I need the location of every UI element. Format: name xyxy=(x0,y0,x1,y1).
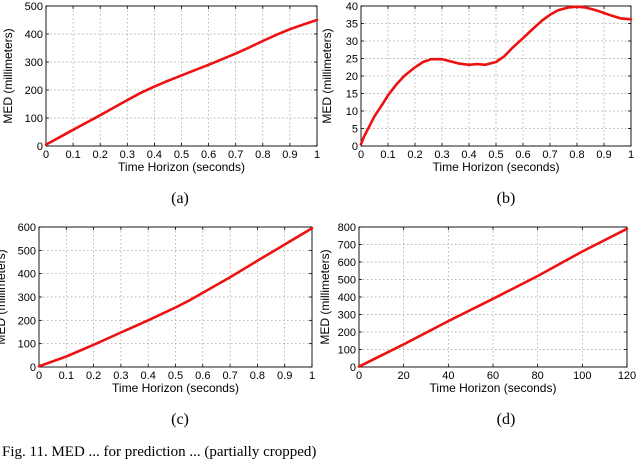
series-line xyxy=(359,5,633,146)
y-tick-label: 300 xyxy=(338,310,356,322)
x-tick-label: 1 xyxy=(628,149,634,161)
x-tick-label: 120 xyxy=(618,370,636,382)
x-tick-label: 0.7 xyxy=(542,149,557,161)
y-tick-label: 0 xyxy=(352,141,358,153)
x-tick-label: 0.9 xyxy=(282,149,297,161)
y-tick-label: 0 xyxy=(30,362,36,374)
x-tick-label: 0.8 xyxy=(250,370,265,382)
x-axis-label: Time Horizon (seconds) xyxy=(433,160,560,174)
y-tick-label: 200 xyxy=(25,85,43,97)
x-tick-label: 1 xyxy=(309,370,315,382)
y-tick-label: 25 xyxy=(346,54,358,66)
panel-caption: (c) xyxy=(171,411,189,428)
y-tick-label: 500 xyxy=(18,245,36,257)
y-tick-label: 500 xyxy=(25,1,43,13)
y-tick-label: 100 xyxy=(25,113,43,125)
x-tick-label: 0 xyxy=(356,370,362,382)
x-tick-label: 0.9 xyxy=(596,149,611,161)
x-tick-label: 0.2 xyxy=(407,149,422,161)
y-tick-label: 5 xyxy=(352,124,358,136)
y-tick-label: 500 xyxy=(338,275,356,287)
y-tick-label: 200 xyxy=(18,315,36,327)
x-tick-label: 0.1 xyxy=(380,149,395,161)
y-tick-label: 600 xyxy=(18,222,36,234)
x-tick-label: 0.5 xyxy=(168,370,183,382)
x-tick-label: 0.8 xyxy=(569,149,584,161)
panel-caption: (d) xyxy=(497,411,516,428)
chart-panel-a: 0 0.1 0.2 0.3 0.4 0.5 0.6 0.7 0.8 0.9 1 0 100 200 300 4… xyxy=(1,1,320,207)
x-tick-label: 0.2 xyxy=(86,370,101,382)
y-axis-label: MED (millimeters) xyxy=(0,249,8,344)
x-tick-label: 40 xyxy=(442,370,454,382)
y-tick-label: 0 xyxy=(37,141,43,153)
x-axis-label: Time Horizon (seconds) xyxy=(430,381,557,395)
y-tick-label: 300 xyxy=(25,57,43,69)
x-axis-label: Time Horizon (seconds) xyxy=(112,381,239,395)
x-tick-label: 0.7 xyxy=(222,370,237,382)
panel-caption: (a) xyxy=(171,190,189,207)
y-tick-label: 100 xyxy=(338,345,356,357)
figure-caption: Fig. 11. MED ... for prediction ... (par… xyxy=(2,444,316,460)
x-tick-label: 1 xyxy=(314,149,320,161)
x-tick-label: 0 xyxy=(358,149,364,161)
y-tick-label: 300 xyxy=(18,292,36,304)
panel-caption: (b) xyxy=(497,190,516,207)
x-axis-label: Time Horizon (seconds) xyxy=(118,160,245,174)
y-tick-label: 400 xyxy=(338,292,356,304)
chart-panel-d: 0 20 40 60 80 100 120 0 100 200 300 400 500 600 700 800… xyxy=(318,222,636,428)
y-tick-label: 800 xyxy=(338,222,356,234)
y-tick-label: 700 xyxy=(338,240,356,252)
y-axis-label: MED (millimeters) xyxy=(320,28,334,123)
series-line xyxy=(44,18,319,146)
y-tick-label: 400 xyxy=(25,29,43,41)
y-tick-label: 10 xyxy=(346,106,358,118)
x-tick-label: 0.4 xyxy=(141,370,156,382)
x-tick-label: 0.3 xyxy=(120,149,135,161)
x-tick-label: 80 xyxy=(532,370,544,382)
x-tick-label: 0.6 xyxy=(201,149,216,161)
x-tick-label: 0.3 xyxy=(113,370,128,382)
chart-panel-b: 0 0.1 0.2 0.3 0.4 0.5 0.6 0.7 0.8 0.9 105101520253… xyxy=(320,1,634,207)
x-tick-label: 0.6 xyxy=(515,149,530,161)
x-tick-label: 0.9 xyxy=(277,370,292,382)
y-tick-label: 0 xyxy=(350,362,356,374)
y-axis-label: MED (millimeters) xyxy=(1,28,15,123)
x-tick-label: 0.2 xyxy=(93,149,108,161)
y-tick-label: 15 xyxy=(346,89,358,101)
x-tick-label: 0.3 xyxy=(434,149,449,161)
x-tick-label: 20 xyxy=(398,370,410,382)
series-line xyxy=(37,226,314,368)
x-tick-label: 100 xyxy=(573,370,591,382)
y-tick-label: 20 xyxy=(346,71,358,83)
x-tick-label: 0.5 xyxy=(174,149,189,161)
y-tick-label: 40 xyxy=(346,1,358,13)
y-tick-label: 35 xyxy=(346,19,358,31)
y-tick-label: 400 xyxy=(18,269,36,281)
x-tick-label: 0.4 xyxy=(461,149,476,161)
x-tick-label: 0.6 xyxy=(195,370,210,382)
chart-panel-c: 0 0.1 0.2 0.3 0.4 0.5 0.6 0.7 0.8 0.9 1 0 100 200 300 4… xyxy=(0,222,315,428)
x-tick-label: 0.1 xyxy=(65,149,80,161)
x-tick-label: 0.5 xyxy=(488,149,503,161)
x-tick-label: 0.8 xyxy=(255,149,270,161)
y-tick-label: 100 xyxy=(18,339,36,351)
x-tick-label: 0 xyxy=(43,149,49,161)
x-tick-label: 0 xyxy=(36,370,42,382)
x-tick-label: 0.7 xyxy=(228,149,243,161)
x-tick-label: 60 xyxy=(487,370,499,382)
y-tick-label: 30 xyxy=(346,36,358,48)
x-tick-label: 0.4 xyxy=(147,149,162,161)
x-tick-label: 0.1 xyxy=(59,370,74,382)
y-axis-label: MED (millimeters) xyxy=(318,249,332,344)
y-tick-label: 600 xyxy=(338,257,356,269)
y-tick-label: 200 xyxy=(338,327,356,339)
series-line xyxy=(357,227,629,368)
